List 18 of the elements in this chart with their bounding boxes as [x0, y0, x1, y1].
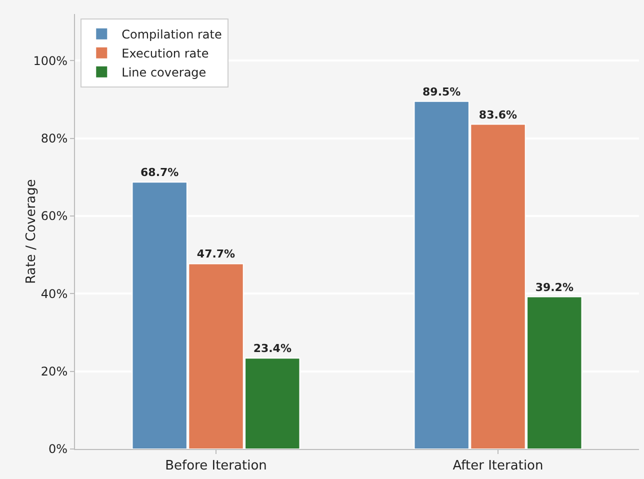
data-label: 39.2%: [535, 280, 574, 294]
y-tick-label: 20%: [40, 364, 68, 379]
x-tick-label: After Iteration: [452, 458, 544, 474]
y-tick-label: 0%: [48, 442, 68, 456]
data-label: 68.7%: [140, 166, 179, 180]
y-tick-label: 80%: [40, 131, 68, 146]
y-tick-label: 40%: [40, 286, 68, 301]
data-label: 23.4%: [253, 342, 292, 356]
legend-label: Compilation rate: [122, 28, 222, 42]
data-label: 89.5%: [422, 85, 461, 98]
y-tick-label: 60%: [40, 209, 68, 224]
data-label: 47.7%: [196, 248, 236, 261]
y-axis-title: Rate / Coverage: [24, 179, 39, 284]
legend-label: Line coverage: [122, 66, 206, 80]
x-tick-label: Before Iteration: [165, 458, 267, 474]
y-tick-label: 100%: [33, 54, 68, 68]
data-label: 83.6%: [478, 108, 518, 122]
legend-label: Execution rate: [122, 46, 209, 61]
